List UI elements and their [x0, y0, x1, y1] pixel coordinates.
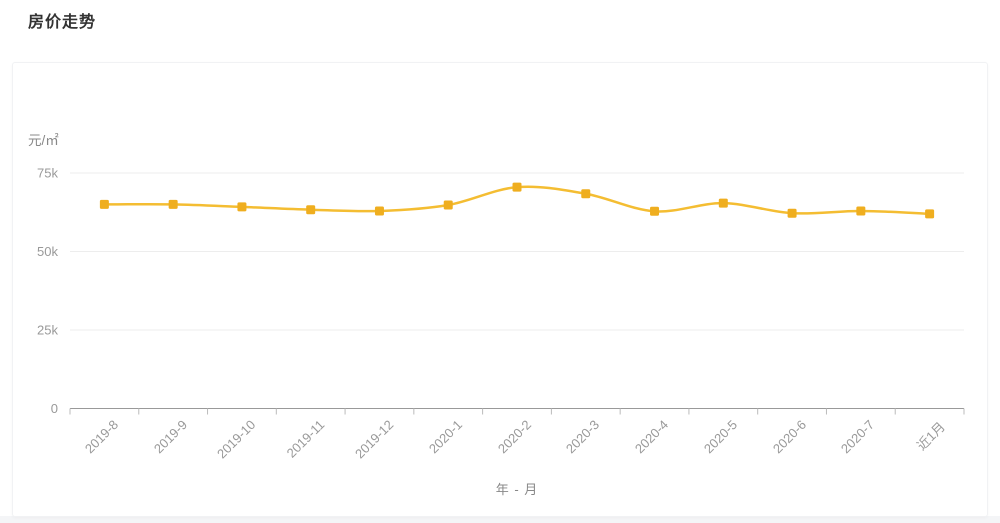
data-point-marker[interactable] — [306, 205, 316, 215]
data-point-marker[interactable] — [787, 208, 797, 218]
data-point-marker[interactable] — [443, 200, 453, 210]
data-point-marker[interactable] — [512, 182, 522, 192]
data-point-marker[interactable] — [718, 198, 728, 208]
y-axis-tick-label: 75k — [37, 166, 58, 181]
x-axis-title: 年 - 月 — [495, 482, 539, 497]
y-axis-tick-label: 25k — [37, 323, 58, 338]
chart-canvas[interactable]: 0 25k 50k 75k 元/㎡ — [13, 63, 989, 518]
data-point-marker[interactable] — [581, 189, 591, 199]
chart-card: 0 25k 50k 75k 元/㎡ 2019-8 2019-9 2019-10 2019-11… — [12, 62, 988, 517]
data-point-marker[interactable] — [925, 209, 935, 219]
page-title: 房价走势 — [28, 14, 97, 31]
data-point-marker[interactable] — [650, 206, 660, 216]
y-axis-unit-label: 元/㎡ — [28, 133, 59, 148]
data-point-marker[interactable] — [237, 202, 247, 212]
data-point-marker[interactable] — [99, 199, 109, 209]
y-axis-tick-label: 0 — [51, 401, 58, 416]
price-trend-chart[interactable]: 0 25k 50k 75k 元/㎡ 2019-8 2019-9 2019-10 2019-11… — [13, 63, 989, 518]
data-point-marker[interactable] — [168, 199, 178, 209]
y-axis-tick-label: 50k — [37, 244, 58, 259]
data-point-marker[interactable] — [374, 206, 384, 216]
data-point-marker[interactable] — [856, 206, 866, 216]
